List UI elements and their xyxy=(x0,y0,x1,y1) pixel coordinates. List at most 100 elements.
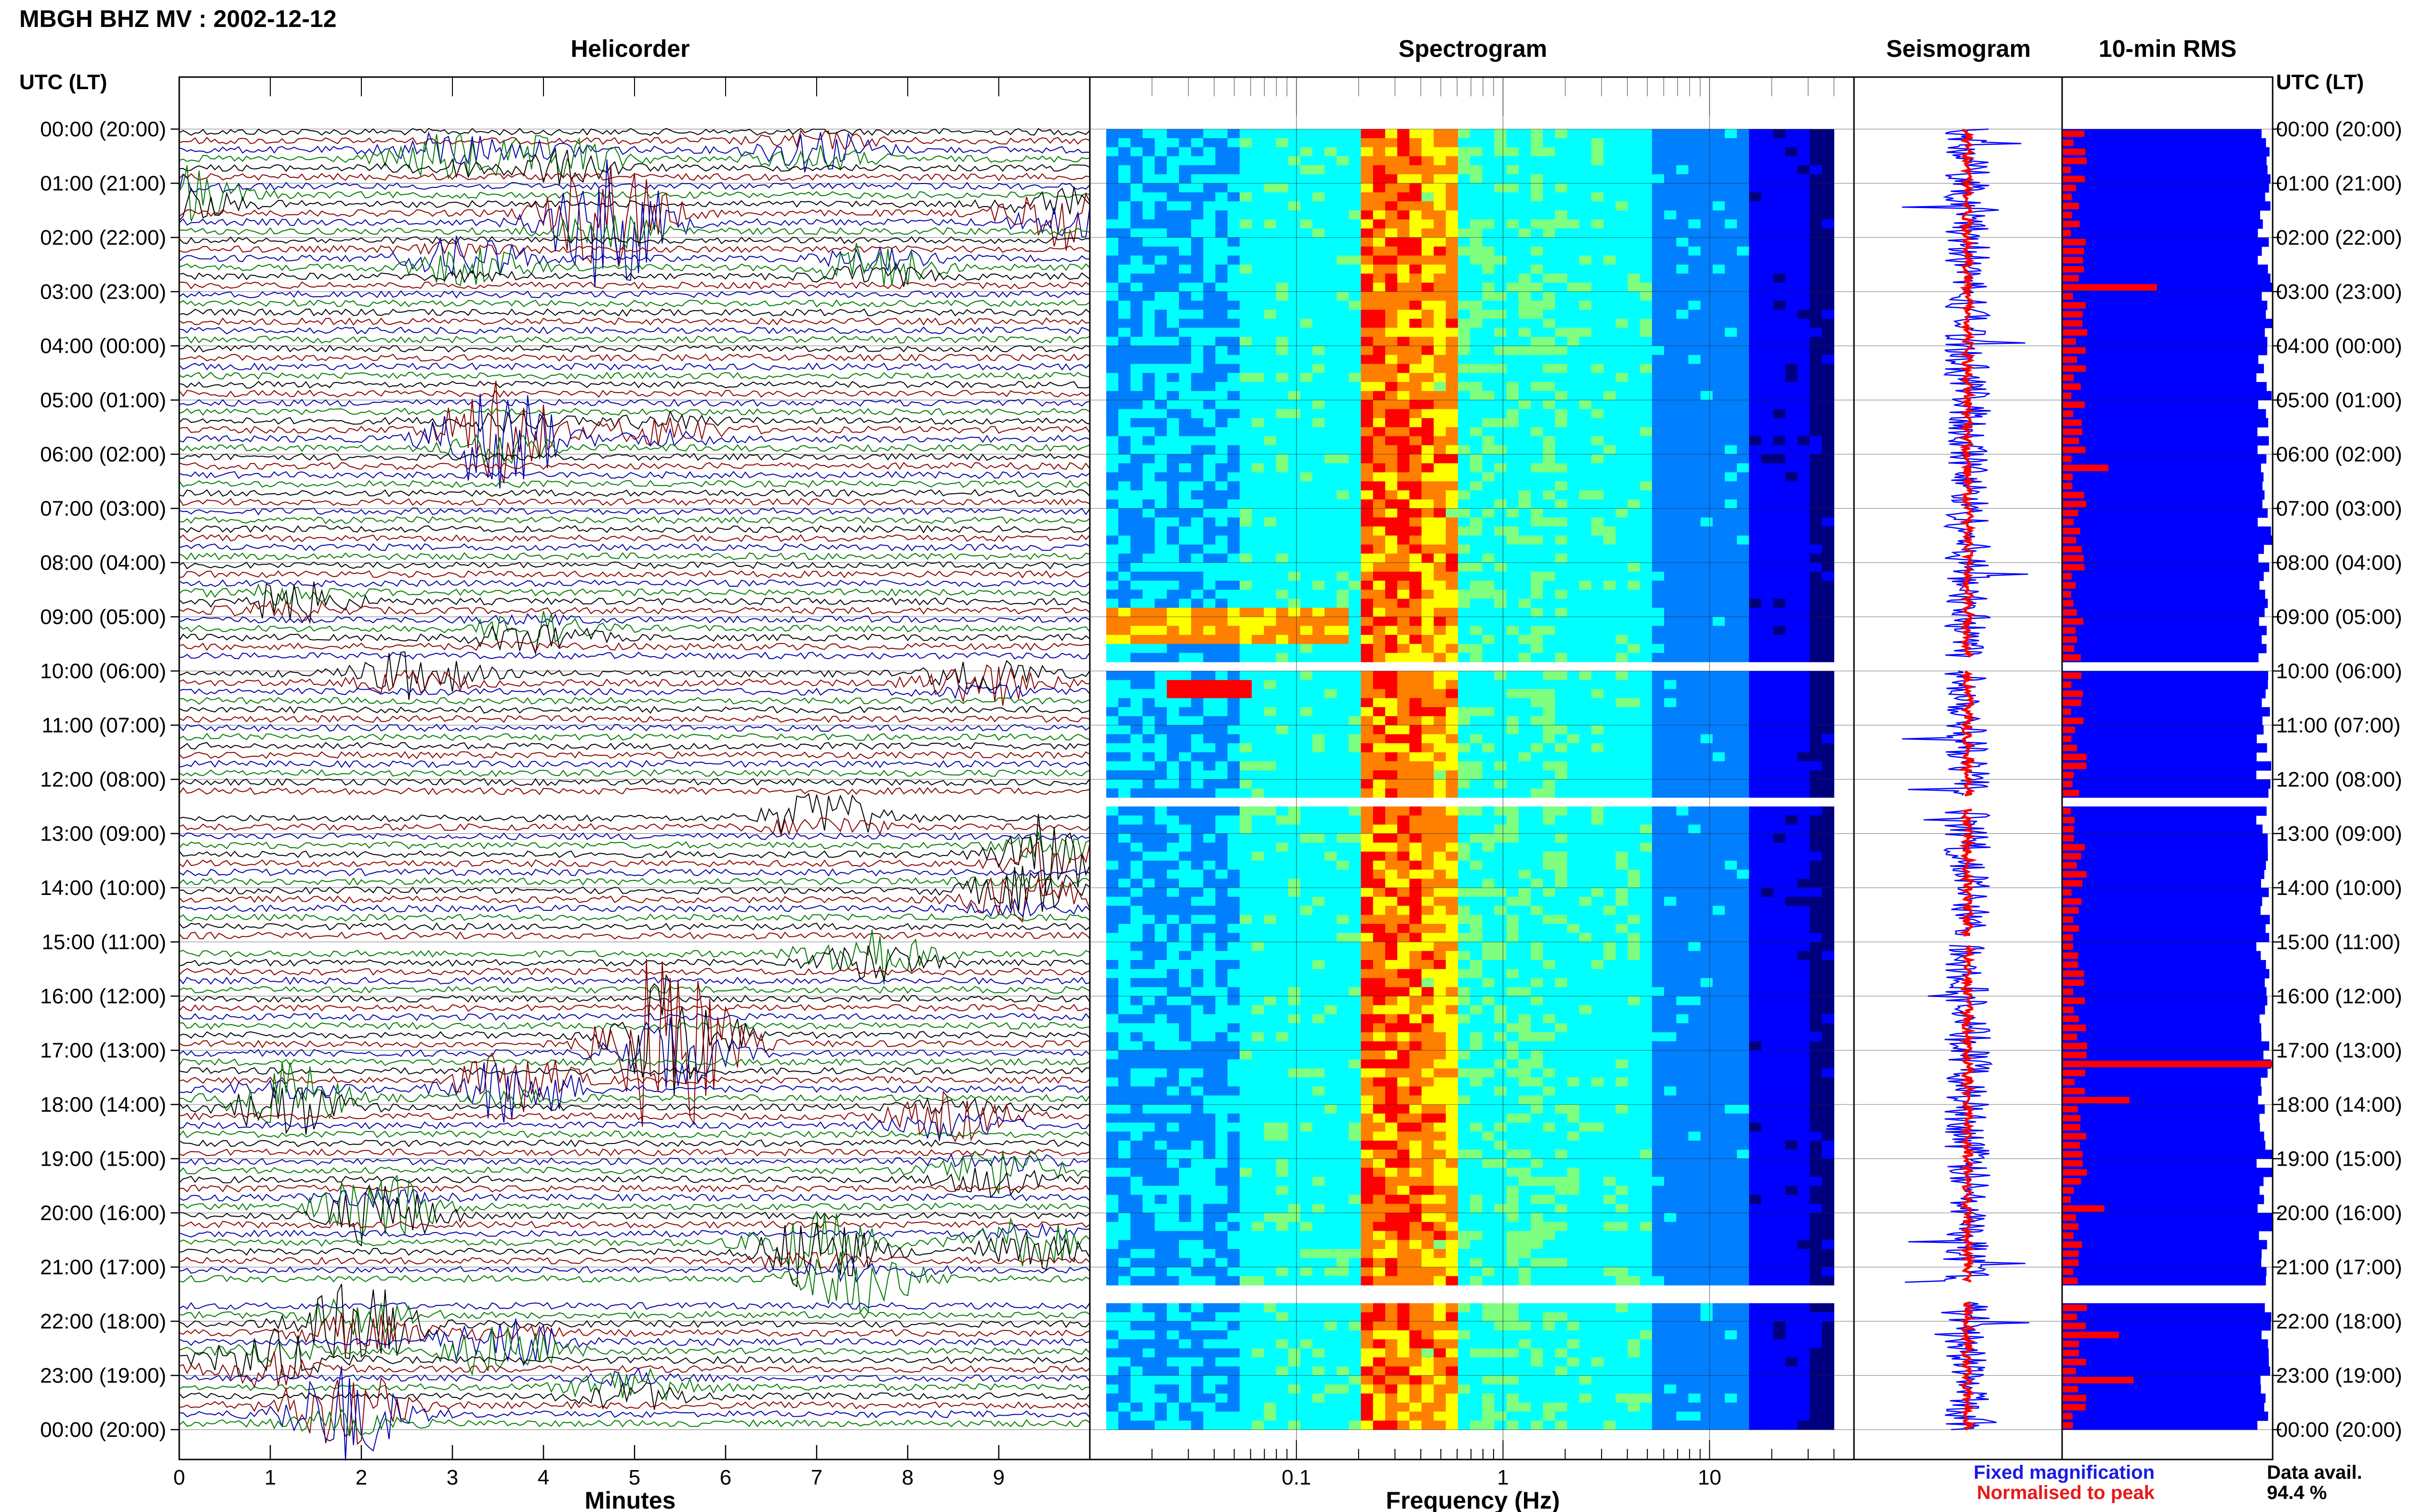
spectrogram-cell xyxy=(1409,607,1422,618)
spectrogram-cell xyxy=(1300,138,1313,148)
spectrogram-cell xyxy=(1749,246,1761,256)
spectrogram-cell xyxy=(1773,580,1786,590)
spectrogram-cell xyxy=(1773,255,1786,265)
spectrogram-cell xyxy=(1773,852,1786,861)
spectrogram-cell xyxy=(1312,698,1325,708)
spectrogram-cell xyxy=(1361,274,1374,283)
spectrogram-cell xyxy=(1337,310,1350,319)
spectrogram-cell xyxy=(1591,508,1604,518)
spectrogram-cell xyxy=(1603,192,1616,202)
spectrogram-cell xyxy=(1482,743,1495,753)
spectrogram-cell xyxy=(1579,653,1592,662)
spectrogram-cell xyxy=(1349,328,1362,337)
spectrogram-cell xyxy=(1373,824,1386,834)
spectrogram-cell xyxy=(1179,617,1191,626)
spectrogram-cell xyxy=(1724,454,1737,464)
spectrogram-cell xyxy=(1324,599,1337,608)
spectrogram-cell xyxy=(1724,445,1737,455)
spectrogram-cell xyxy=(1761,201,1774,211)
spectrogram-cell xyxy=(1154,680,1167,689)
spectrogram-cell xyxy=(1652,255,1665,265)
spectrogram-cell xyxy=(1531,617,1543,626)
spectrogram-cell xyxy=(1421,373,1434,382)
spectrogram-cell xyxy=(1773,301,1786,310)
spectrogram-cell xyxy=(1373,842,1386,852)
spectrogram-cell xyxy=(1628,318,1641,329)
spectrogram-cell xyxy=(1215,138,1228,148)
spectrogram-cell xyxy=(1142,508,1155,518)
spectrogram-cell xyxy=(1543,445,1555,455)
helicorder-trace xyxy=(179,976,1090,985)
spectrogram-cell xyxy=(1239,355,1252,365)
spectrogram-cell xyxy=(1700,481,1713,491)
spectrogram-cell xyxy=(1227,183,1240,193)
spectrogram-cell xyxy=(1628,418,1641,428)
spectrogram-cell xyxy=(1688,526,1701,536)
spectrogram-cell xyxy=(1361,680,1374,689)
spectrogram-cell xyxy=(1203,833,1216,843)
spectrogram-cell xyxy=(1337,824,1350,834)
spectrogram-cell xyxy=(1349,156,1362,166)
spectrogram-cell xyxy=(1118,779,1131,789)
spectrogram-cell xyxy=(1506,346,1519,355)
spectrogram-cell xyxy=(1506,138,1519,148)
spectrogram-cell xyxy=(1737,391,1749,401)
spectrogram-cell xyxy=(1154,481,1167,491)
spectrogram-cell xyxy=(1191,337,1204,346)
spectrogram-cell xyxy=(1810,210,1822,220)
spectrogram-cell xyxy=(1118,553,1131,563)
spectrogram-cell xyxy=(1518,328,1531,337)
spectrogram-cell xyxy=(1761,626,1774,635)
spectrogram-cell xyxy=(1700,671,1713,681)
spectrogram-cell xyxy=(1203,463,1216,473)
spectrogram-cell xyxy=(1737,472,1749,482)
spectrogram-cell xyxy=(1421,201,1434,211)
spectrogram-cell xyxy=(1773,752,1786,762)
spectrogram-cell xyxy=(1118,246,1131,256)
spectrogram-cell xyxy=(1688,409,1701,419)
spectrogram-cell xyxy=(1494,237,1507,247)
helicorder-trace xyxy=(179,651,1090,660)
spectrogram-cell xyxy=(1227,571,1240,581)
helicorder-trace xyxy=(179,344,1090,353)
spectrogram-cell xyxy=(1506,237,1519,247)
spectrogram-cell xyxy=(1567,671,1580,681)
spectrogram-cell xyxy=(1397,337,1410,346)
spectrogram-cell xyxy=(1288,427,1301,437)
spectrogram-cell xyxy=(1361,698,1374,708)
spectrogram-cell xyxy=(1688,617,1701,626)
spectrogram-cell xyxy=(1555,580,1568,590)
spectrogram-cell xyxy=(1373,671,1386,681)
spectrogram-cell xyxy=(1603,842,1616,852)
spectrogram-cell xyxy=(1409,246,1422,256)
spectrogram-cell xyxy=(1324,454,1337,464)
spectrogram-cell xyxy=(1688,860,1701,870)
spectrogram-cell xyxy=(1785,689,1798,698)
spectrogram-cell xyxy=(1264,590,1276,599)
spectrogram-cell xyxy=(1567,472,1580,482)
spectrogram-cell xyxy=(1385,779,1398,789)
spectrogram-cell xyxy=(1154,860,1167,870)
spectrogram-cell xyxy=(1567,156,1580,166)
spectrogram-cell xyxy=(1264,301,1276,310)
spectrogram-cell xyxy=(1749,337,1761,346)
spectrogram-cell xyxy=(1458,274,1470,283)
spectrogram-cell xyxy=(1142,607,1155,618)
spectrogram-cell xyxy=(1324,481,1337,491)
spectrogram-cell xyxy=(1324,301,1337,310)
spectrogram-cell xyxy=(1433,571,1446,581)
spectrogram-cell xyxy=(1276,201,1289,211)
spectrogram-cell xyxy=(1470,779,1482,789)
spectrogram-cell xyxy=(1676,192,1689,202)
spectrogram-cell xyxy=(1215,716,1228,726)
spectrogram-cell xyxy=(1312,590,1325,599)
spectrogram-cell xyxy=(1785,707,1798,717)
spectrogram-cell xyxy=(1797,427,1810,437)
spectrogram-cell xyxy=(1215,355,1228,365)
spectrogram-cell xyxy=(1482,201,1495,211)
spectrogram-cell xyxy=(1203,725,1216,735)
spectrogram-cell xyxy=(1579,788,1592,798)
spectrogram-cell xyxy=(1615,445,1628,455)
spectrogram-cell xyxy=(1797,689,1810,698)
spectrogram-cell xyxy=(1337,418,1350,428)
